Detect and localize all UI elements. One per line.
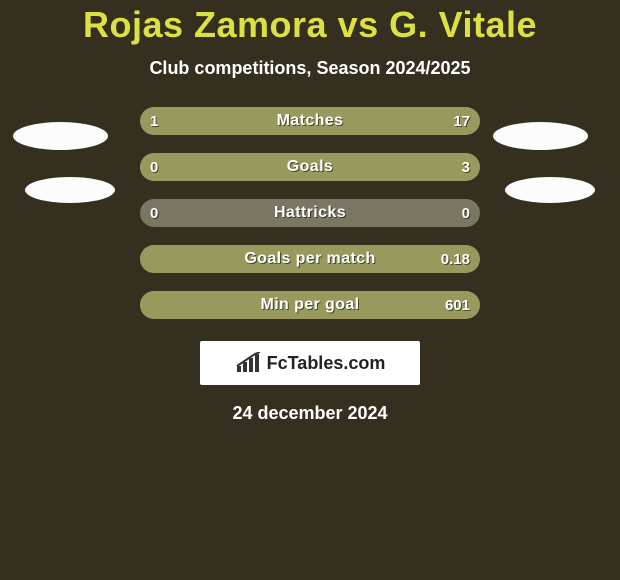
page-title: Rojas Zamora vs G. Vitale bbox=[0, 0, 620, 46]
stats-list: 117Matches 03Goals 00Hattricks 0.18Goals pe… bbox=[140, 107, 480, 319]
chart-icon bbox=[235, 352, 261, 374]
stat-label: Matches bbox=[140, 107, 480, 135]
stat-row: 117Matches bbox=[140, 107, 480, 135]
stat-row: 0.18Goals per match bbox=[140, 245, 480, 273]
logo-text: FcTables.com bbox=[267, 353, 386, 374]
date-text: 24 december 2024 bbox=[0, 403, 620, 424]
stat-row: 03Goals bbox=[140, 153, 480, 181]
stat-label: Goals bbox=[140, 153, 480, 181]
left-badge bbox=[25, 177, 115, 203]
stat-row: 00Hattricks bbox=[140, 199, 480, 227]
subtitle: Club competitions, Season 2024/2025 bbox=[0, 58, 620, 79]
right-badge bbox=[505, 177, 595, 203]
stat-label: Min per goal bbox=[140, 291, 480, 319]
left-badge bbox=[13, 122, 108, 150]
stat-row: 601Min per goal bbox=[140, 291, 480, 319]
logo-box: FcTables.com bbox=[200, 341, 420, 385]
stat-label: Goals per match bbox=[140, 245, 480, 273]
stat-label: Hattricks bbox=[140, 199, 480, 227]
right-badge bbox=[493, 122, 588, 150]
